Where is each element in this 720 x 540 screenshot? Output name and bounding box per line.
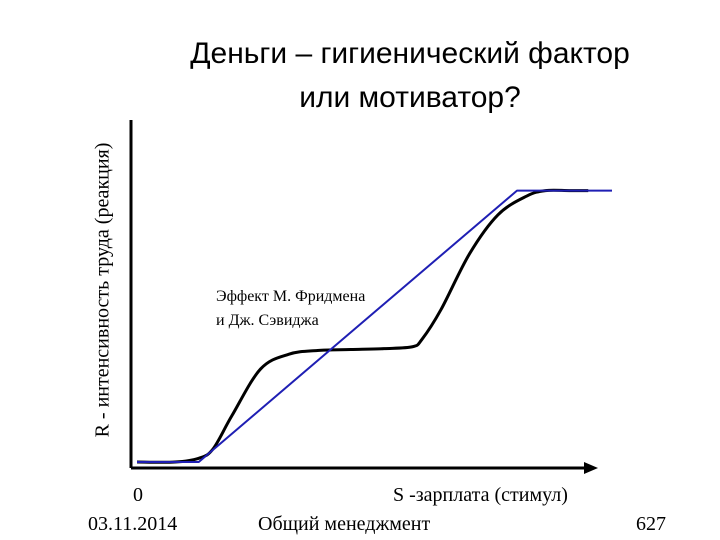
- series-layer: [136, 188, 612, 464]
- annotation-line-1: Эффект М. Фридмена: [216, 288, 366, 305]
- footer-date: 03.11.2014: [88, 513, 178, 535]
- slide-title: Деньги – гигиенический фактор или мотива…: [130, 32, 690, 120]
- x-axis-label: S -зарплата (стимул): [393, 484, 568, 506]
- series-linear: [137, 189, 612, 463]
- x-origin-label: 0: [133, 484, 143, 506]
- annotation-line-2: и Дж. Сэвиджа: [216, 312, 319, 329]
- footer-subject: Общий менеджмент: [258, 513, 431, 535]
- footer-page-number: 627: [636, 513, 666, 535]
- annotation: Эффект М. Фридмена и Дж. Сэвиджа: [216, 285, 365, 333]
- y-axis-label: R - интенсивность труда (реакция): [91, 142, 114, 438]
- title-line-2: или мотиватор?: [299, 81, 521, 114]
- x-axis-arrow: [584, 462, 598, 474]
- title-line-1: Деньги – гигиенический фактор: [190, 37, 630, 70]
